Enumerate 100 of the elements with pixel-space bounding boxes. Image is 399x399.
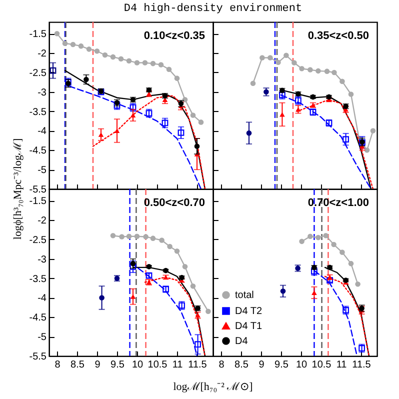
x-tick-label: 9 xyxy=(258,360,265,370)
point xyxy=(78,43,84,49)
point xyxy=(324,68,330,74)
point xyxy=(178,129,184,136)
point xyxy=(340,78,345,84)
point xyxy=(280,112,285,117)
point xyxy=(110,232,116,238)
y-tick-label: -3.5 xyxy=(29,106,47,118)
annotation: 0.70<z<1.00 xyxy=(308,197,369,209)
point xyxy=(130,263,136,270)
point xyxy=(194,341,201,348)
point xyxy=(86,46,92,52)
point xyxy=(364,148,370,153)
point xyxy=(340,250,345,255)
y-tick-label: -4 xyxy=(38,293,47,304)
y-tick-label: -2 xyxy=(38,48,47,60)
point xyxy=(260,55,265,60)
x-tick-label: 8.5 xyxy=(70,360,85,370)
point xyxy=(299,238,304,244)
point xyxy=(126,58,132,64)
point xyxy=(190,283,196,289)
x-tick-label: 11 xyxy=(336,360,348,370)
point xyxy=(54,31,60,36)
x-tick-label: 9.5 xyxy=(110,360,125,370)
point xyxy=(308,234,313,240)
point xyxy=(110,54,116,60)
point xyxy=(174,76,180,81)
point xyxy=(166,66,172,72)
point xyxy=(198,120,204,125)
x-tick-label: 11 xyxy=(172,360,184,370)
x-tick-label: 9.5 xyxy=(274,360,289,370)
point xyxy=(194,144,200,149)
point xyxy=(316,234,321,240)
y-tick-label: -2 xyxy=(38,216,47,227)
y-tick-label: -3 xyxy=(38,87,47,98)
y-tick-label: -4.5 xyxy=(29,312,47,324)
x-axis-title: logℳ[h₇₀⁻² ℳ⊙] xyxy=(173,380,253,393)
point xyxy=(158,62,164,68)
y-tick-label: -2.5 xyxy=(29,68,47,79)
point xyxy=(206,308,211,314)
x-tick-label: 10.5 xyxy=(148,360,168,370)
point xyxy=(280,288,286,294)
y-tick-label: -1.5 xyxy=(29,29,47,40)
y-tick-label: -5.5 xyxy=(29,352,47,362)
annotation: 0.35<z<0.50 xyxy=(308,30,369,42)
point xyxy=(134,60,140,66)
point xyxy=(94,48,100,54)
point xyxy=(70,42,76,48)
point xyxy=(119,234,124,240)
point xyxy=(312,290,317,295)
x-tick-label: 10 xyxy=(132,360,144,370)
point xyxy=(250,80,256,86)
point xyxy=(143,234,148,240)
point xyxy=(182,264,188,270)
x-tick-label: 8 xyxy=(218,360,225,370)
point xyxy=(299,66,304,72)
point xyxy=(190,112,196,118)
y-tick-label: -2.5 xyxy=(29,234,47,246)
point xyxy=(150,236,156,241)
point xyxy=(84,76,89,82)
y-tick-label: -5 xyxy=(38,332,47,344)
x-tick-label: 8 xyxy=(54,360,61,370)
point xyxy=(50,67,56,74)
chart-title: D4 high-density environment xyxy=(124,3,302,15)
point xyxy=(142,60,148,66)
point xyxy=(323,232,328,238)
x-tick-label: 10 xyxy=(296,360,308,370)
point xyxy=(348,260,354,266)
y-tick-label: -3 xyxy=(38,254,47,266)
point xyxy=(370,128,376,134)
point xyxy=(355,282,360,287)
point xyxy=(316,68,321,74)
point xyxy=(134,234,140,240)
y-tick-label: -3.5 xyxy=(29,274,47,285)
y-tick-label: -1.5 xyxy=(29,196,47,208)
x-tick-label: 11.5 xyxy=(188,360,208,370)
y-tick-label: -4 xyxy=(38,126,47,138)
point xyxy=(284,52,289,58)
point xyxy=(246,130,252,136)
y-tick-label: -5.5 xyxy=(29,184,47,196)
x-tick-label: 8.5 xyxy=(234,360,249,370)
point xyxy=(99,295,104,300)
point xyxy=(102,52,108,58)
point xyxy=(162,120,168,126)
legend-label: D4 T2 xyxy=(235,306,262,317)
y-tick-label: -5 xyxy=(38,165,47,176)
point xyxy=(332,70,337,76)
x-tick-label: 11.5 xyxy=(352,360,372,370)
point xyxy=(118,56,124,62)
y-axis-title: logϕ[h³₇₀Mpc⁻³/logℳ] xyxy=(11,138,24,240)
point xyxy=(182,97,188,102)
x-tick-label: 9 xyxy=(94,360,101,370)
point xyxy=(348,92,354,97)
legend-label: total xyxy=(235,290,254,301)
point xyxy=(167,244,172,250)
point xyxy=(126,234,132,240)
legend-label: D4 xyxy=(235,336,248,347)
legend-label: D4 T1 xyxy=(235,321,262,332)
point xyxy=(174,248,180,254)
annotation: 0.50<z<0.70 xyxy=(144,197,205,209)
